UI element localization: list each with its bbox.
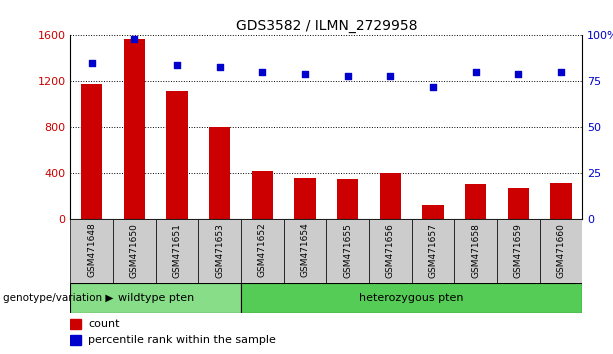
Text: GSM471652: GSM471652: [258, 223, 267, 278]
Bar: [241, 219, 284, 283]
Point: [87, 60, 97, 66]
Text: GSM471650: GSM471650: [130, 223, 139, 278]
Bar: [70, 319, 81, 329]
Bar: [508, 188, 529, 219]
Bar: [327, 219, 369, 283]
Bar: [294, 178, 316, 219]
Text: wildtype pten: wildtype pten: [118, 293, 194, 303]
Text: GSM471648: GSM471648: [87, 223, 96, 278]
Bar: [422, 205, 444, 219]
Bar: [284, 219, 327, 283]
Title: GDS3582 / ILMN_2729958: GDS3582 / ILMN_2729958: [235, 19, 417, 33]
Text: GSM471654: GSM471654: [300, 223, 310, 278]
Text: GSM471656: GSM471656: [386, 223, 395, 278]
Point: [257, 69, 267, 75]
Bar: [167, 91, 188, 219]
Text: percentile rank within the sample: percentile rank within the sample: [88, 335, 276, 345]
Point: [386, 73, 395, 79]
Text: GSM471657: GSM471657: [428, 223, 438, 278]
Text: GSM471651: GSM471651: [173, 223, 181, 278]
Text: genotype/variation ▶: genotype/variation ▶: [3, 293, 113, 303]
Bar: [70, 283, 241, 313]
Point: [556, 69, 566, 75]
Point: [471, 69, 481, 75]
Text: GSM471655: GSM471655: [343, 223, 352, 278]
Text: count: count: [88, 319, 120, 329]
Bar: [369, 219, 412, 283]
Bar: [113, 219, 156, 283]
Bar: [412, 219, 454, 283]
Point: [428, 84, 438, 90]
Bar: [241, 283, 582, 313]
Bar: [199, 219, 241, 283]
Point: [300, 71, 310, 77]
Bar: [156, 219, 199, 283]
Bar: [337, 179, 359, 219]
Text: GSM471658: GSM471658: [471, 223, 480, 278]
Bar: [539, 219, 582, 283]
Bar: [252, 171, 273, 219]
Bar: [379, 173, 401, 219]
Point: [172, 62, 182, 68]
Bar: [70, 219, 113, 283]
Bar: [209, 127, 230, 219]
Point: [343, 73, 352, 79]
Bar: [124, 39, 145, 219]
Text: GSM471659: GSM471659: [514, 223, 523, 278]
Point: [514, 71, 524, 77]
Text: GSM471660: GSM471660: [557, 223, 566, 278]
Bar: [81, 84, 102, 219]
Text: heterozygous pten: heterozygous pten: [359, 293, 464, 303]
Bar: [497, 219, 539, 283]
Bar: [454, 219, 497, 283]
Point: [215, 64, 225, 69]
Point: [129, 36, 139, 42]
Text: GSM471653: GSM471653: [215, 223, 224, 278]
Bar: [550, 183, 572, 219]
Bar: [465, 184, 486, 219]
Bar: [70, 335, 81, 345]
